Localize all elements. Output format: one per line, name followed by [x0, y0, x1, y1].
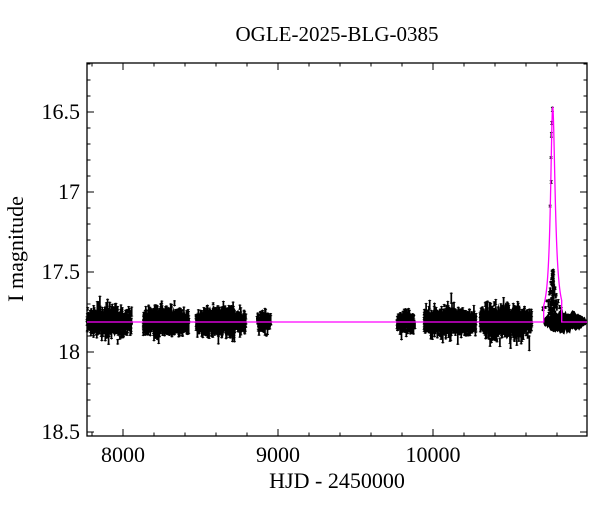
svg-text:10000: 10000 — [406, 442, 461, 467]
svg-text:17: 17 — [58, 179, 80, 204]
svg-text:18: 18 — [58, 339, 80, 364]
svg-text:8000: 8000 — [101, 442, 145, 467]
svg-text:OGLE-2025-BLG-0385: OGLE-2025-BLG-0385 — [236, 22, 439, 46]
svg-text:HJD - 2450000: HJD - 2450000 — [269, 468, 405, 493]
svg-text:17.5: 17.5 — [42, 259, 81, 284]
svg-text:9000: 9000 — [256, 442, 300, 467]
svg-text:16.5: 16.5 — [42, 99, 81, 124]
svg-text:18.5: 18.5 — [42, 419, 81, 444]
svg-text:I magnitude: I magnitude — [3, 196, 28, 302]
